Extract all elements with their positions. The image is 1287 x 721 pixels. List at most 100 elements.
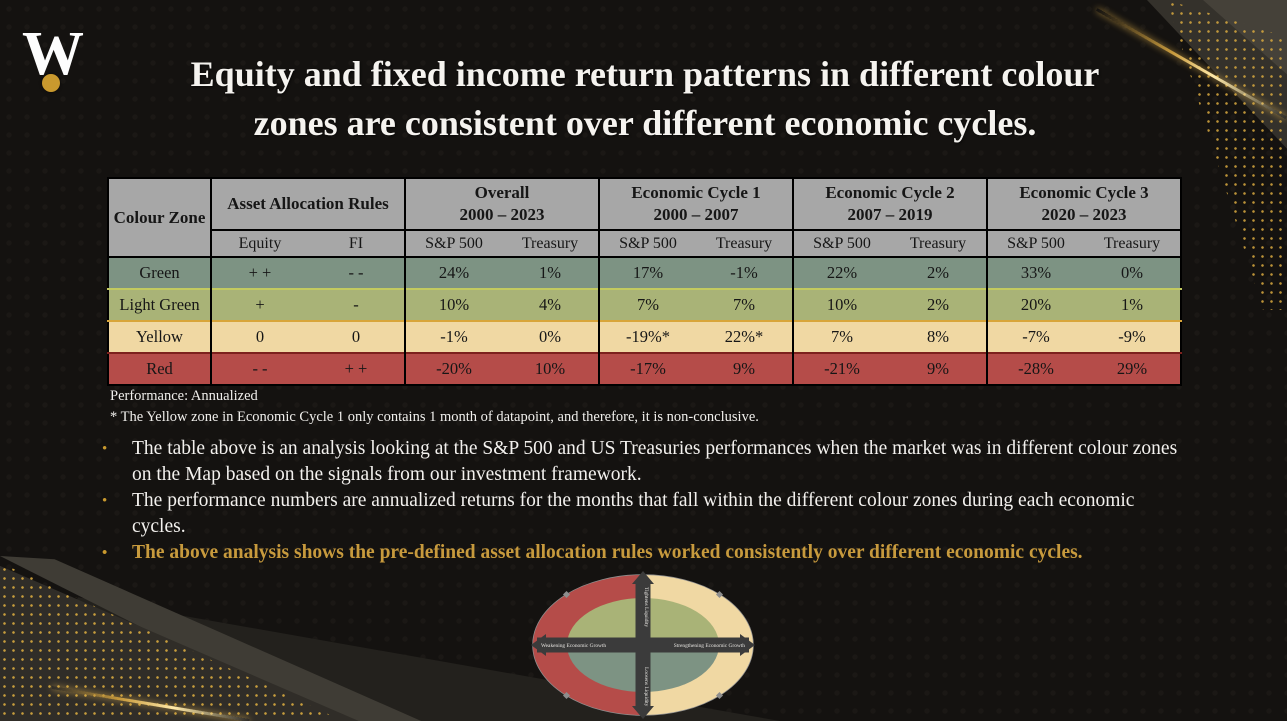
axis-label-up: Tightens Liquidity — [643, 587, 649, 627]
group-header-overall: Overall 2000 – 2023 — [404, 178, 599, 230]
axis-cross — [531, 571, 755, 719]
bullet-icon: • — [102, 441, 108, 457]
table-cell: 0 — [210, 320, 308, 353]
table-cell: + + — [308, 352, 405, 385]
group-header-row: Colour Zone Asset Allocation Rules Overa… — [108, 178, 1181, 257]
table-cell: -1% — [696, 256, 793, 289]
table-cell: - - — [210, 352, 308, 385]
arrow-right-icon — [740, 634, 755, 656]
footnote-yellow-zone: * The Yellow zone in Economic Cycle 1 on… — [110, 409, 759, 425]
diagonal-marker — [715, 691, 724, 700]
axis-label-down: Loosens Liquidity — [643, 667, 649, 707]
group-header-cycle-2: Economic Cycle 2 2007 – 2019 — [792, 178, 987, 230]
colour-zone-map-diagram: Tightens Liquidity Loosens Liquidity Wea… — [531, 571, 755, 719]
table-cell: -17% — [598, 352, 696, 385]
table-cell: 10% — [792, 288, 890, 321]
table-cell: -28% — [986, 352, 1084, 385]
company-logo: W — [18, 16, 108, 106]
group-header-asset-allocation: Asset Allocation Rules — [210, 178, 405, 230]
table-cell: 0% — [1084, 256, 1181, 289]
column-header: S&P 500 — [598, 229, 696, 257]
colour-zone-header: Colour Zone — [108, 178, 212, 257]
table-cell: + — [210, 288, 308, 321]
table-cell: 9% — [696, 352, 793, 385]
zone-label-cell: Green — [108, 256, 211, 289]
bullet-text: The above analysis shows the pre-defined… — [132, 542, 1083, 563]
group-label: Economic Cycle 3 — [1019, 183, 1149, 202]
group-period: 2000 – 2007 — [653, 205, 739, 224]
table-cell: 24% — [404, 256, 502, 289]
group-label: Economic Cycle 2 — [825, 183, 955, 202]
column-header: S&P 500 — [404, 229, 502, 257]
slide-title: Equity and fixed income return patterns … — [100, 50, 1190, 148]
table-cell: - - — [308, 256, 405, 289]
table-cell: + + — [210, 256, 308, 289]
column-header: Treasury — [696, 229, 793, 257]
group-header-cycle-3: Economic Cycle 3 2020 – 2023 — [986, 178, 1181, 230]
table-row-green: Green + + - - 24% 1% 17% -1% 22% 2% 33% … — [108, 256, 1181, 289]
table-cell: 29% — [1084, 352, 1181, 385]
group-period: 2000 – 2023 — [459, 205, 545, 224]
bullet-list: • The table above is an analysis looking… — [99, 436, 1189, 567]
table-cell: 7% — [792, 320, 890, 353]
table-cell: 20% — [986, 288, 1084, 321]
column-header: Equity — [210, 229, 308, 257]
footnote-performance: Performance: Annualized — [110, 388, 258, 404]
axis-label-right: Strengthening Economic Growth — [674, 643, 746, 649]
table-cell: 8% — [890, 320, 987, 353]
table-cell: 1% — [502, 256, 599, 289]
gold-diagonal-line — [51, 686, 250, 721]
table-cell: 10% — [404, 288, 502, 321]
bullet-icon: • — [102, 493, 108, 509]
table-cell: - — [308, 288, 405, 321]
bullet-item-1: • The table above is an analysis looking… — [99, 436, 1189, 487]
column-header: Treasury — [890, 229, 987, 257]
table-cell: -9% — [1084, 320, 1181, 353]
bullet-item-3-highlight: • The above analysis shows the pre-defin… — [99, 540, 1189, 566]
bullet-icon: • — [102, 545, 108, 561]
table-cell: -20% — [404, 352, 502, 385]
table-cell: 1% — [1084, 288, 1181, 321]
group-label: Asset Allocation Rules — [227, 194, 389, 213]
table-cell: -19%* — [598, 320, 696, 353]
table-cell: 0 — [308, 320, 405, 353]
table-cell: -1% — [404, 320, 502, 353]
table-row-yellow: Yellow 0 0 -1% 0% -19%* 22%* 7% 8% -7% -… — [108, 320, 1181, 353]
table-cell: 7% — [696, 288, 793, 321]
horizontal-axis-bar — [537, 637, 749, 653]
sub-header-row: Equity FI S&P 500 Treasury S&P 500 Treas… — [108, 229, 1181, 257]
column-header: FI — [308, 229, 405, 257]
group-period: 2020 – 2023 — [1041, 205, 1127, 224]
table-cell: 7% — [598, 288, 696, 321]
table-footnotes: Performance: Annualized * The Yellow zon… — [110, 386, 759, 428]
table-cell: 22%* — [696, 320, 793, 353]
arrow-left-icon — [531, 634, 546, 656]
axis-label-left: Weakening Economic Growth — [541, 643, 606, 649]
zone-label-cell: Yellow — [108, 320, 211, 353]
returns-table: Colour Zone Asset Allocation Rules Overa… — [107, 177, 1182, 386]
table-cell: 0% — [502, 320, 599, 353]
table-row-red: Red - - + + -20% 10% -17% 9% -21% 9% -28… — [108, 352, 1181, 385]
table-cell: 17% — [598, 256, 696, 289]
arrow-up-icon — [632, 571, 654, 584]
axis-labels: Tightens Liquidity Loosens Liquidity Wea… — [541, 587, 745, 707]
column-header: Treasury — [502, 229, 599, 257]
group-label: Economic Cycle 1 — [631, 183, 761, 202]
table-cell: -21% — [792, 352, 890, 385]
logo-gold-dot-icon — [42, 74, 60, 92]
bullet-text: The table above is an analysis looking a… — [132, 438, 1178, 485]
bullet-item-2: • The performance numbers are annualized… — [99, 488, 1189, 539]
diagonal-markers — [562, 590, 724, 700]
column-header: Treasury — [1084, 229, 1181, 257]
table-cell: 2% — [890, 256, 987, 289]
table-cell: 22% — [792, 256, 890, 289]
table-row-light-green: Light Green + - 10% 4% 7% 7% 10% 2% 20% … — [108, 288, 1181, 321]
bullet-text: The performance numbers are annualized r… — [132, 490, 1135, 537]
table-cell: -7% — [986, 320, 1084, 353]
table-cell: 4% — [502, 288, 599, 321]
column-header: S&P 500 — [792, 229, 890, 257]
table-cell: 33% — [986, 256, 1084, 289]
table-cell: 10% — [502, 352, 599, 385]
diagonal-marker — [562, 691, 571, 700]
